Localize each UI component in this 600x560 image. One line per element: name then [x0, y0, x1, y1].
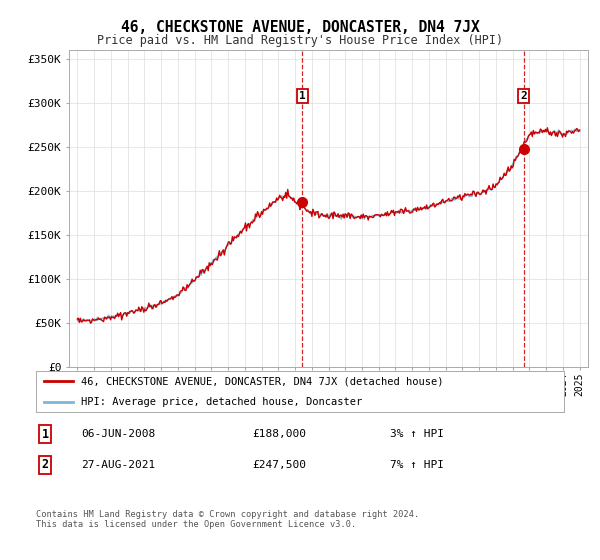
Text: £188,000: £188,000	[252, 429, 306, 439]
Text: 46, CHECKSTONE AVENUE, DONCASTER, DN4 7JX: 46, CHECKSTONE AVENUE, DONCASTER, DN4 7J…	[121, 20, 479, 35]
Text: 1: 1	[41, 427, 49, 441]
Text: 46, CHECKSTONE AVENUE, DONCASTER, DN4 7JX (detached house): 46, CHECKSTONE AVENUE, DONCASTER, DN4 7J…	[81, 376, 443, 386]
Text: £247,500: £247,500	[252, 460, 306, 470]
Text: Contains HM Land Registry data © Crown copyright and database right 2024.
This d: Contains HM Land Registry data © Crown c…	[36, 510, 419, 529]
Text: 3% ↑ HPI: 3% ↑ HPI	[390, 429, 444, 439]
Text: 06-JUN-2008: 06-JUN-2008	[81, 429, 155, 439]
Text: 7% ↑ HPI: 7% ↑ HPI	[390, 460, 444, 470]
Text: 1: 1	[299, 91, 305, 101]
Text: 2: 2	[520, 91, 527, 101]
Text: 2: 2	[41, 458, 49, 472]
Text: HPI: Average price, detached house, Doncaster: HPI: Average price, detached house, Donc…	[81, 396, 362, 407]
Text: 27-AUG-2021: 27-AUG-2021	[81, 460, 155, 470]
Text: Price paid vs. HM Land Registry's House Price Index (HPI): Price paid vs. HM Land Registry's House …	[97, 34, 503, 46]
